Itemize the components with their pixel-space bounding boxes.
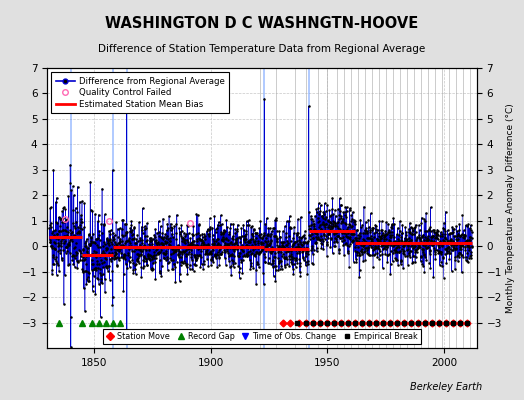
Legend: Station Move, Record Gap, Time of Obs. Change, Empirical Break: Station Move, Record Gap, Time of Obs. C… xyxy=(103,328,421,344)
Text: Berkeley Earth: Berkeley Earth xyxy=(410,382,482,392)
Text: Difference of Station Temperature Data from Regional Average: Difference of Station Temperature Data f… xyxy=(99,44,425,54)
Text: WASHINGTON D C WASHNGTN-HOOVE: WASHINGTON D C WASHNGTN-HOOVE xyxy=(105,16,419,31)
Y-axis label: Monthly Temperature Anomaly Difference (°C): Monthly Temperature Anomaly Difference (… xyxy=(506,103,515,313)
